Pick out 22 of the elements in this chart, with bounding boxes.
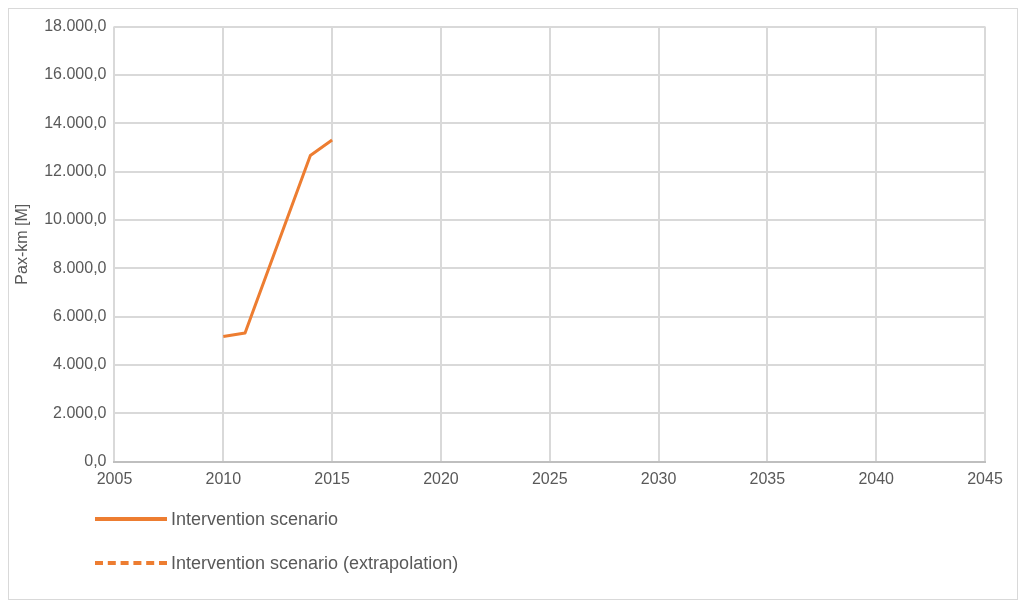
x-tick-label: 2010 [205, 469, 242, 487]
x-tick-label: 2015 [314, 469, 351, 487]
y-tick-label: 4.000,0 [53, 355, 107, 373]
y-axis-title: Pax-km [M] [13, 203, 31, 285]
y-tick-label: 0,0 [84, 452, 107, 470]
y-tick-label: 16.000,0 [44, 65, 107, 83]
x-tick-label: 2005 [96, 469, 133, 487]
y-tick-label: 8.000,0 [53, 258, 107, 276]
x-tick-label: 2035 [749, 469, 786, 487]
y-tick-label: 12.000,0 [44, 162, 107, 180]
y-tick-label: 2.000,0 [53, 403, 107, 421]
x-tick-label: 2025 [531, 469, 568, 487]
x-tick-label: 2030 [640, 469, 677, 487]
y-tick-label: 6.000,0 [53, 307, 107, 325]
x-tick-label: 2045 [967, 469, 1003, 487]
x-tick-label: 2020 [423, 469, 459, 487]
x-tick-label: 2040 [858, 469, 895, 487]
legend-label: Intervention scenario (extrapolation) [171, 552, 459, 574]
y-tick-label: 10.000,0 [44, 210, 107, 228]
y-tick-label: 18.000,0 [44, 17, 107, 35]
legend-label: Intervention scenario [171, 508, 339, 530]
y-tick-label: 14.000,0 [44, 113, 107, 131]
